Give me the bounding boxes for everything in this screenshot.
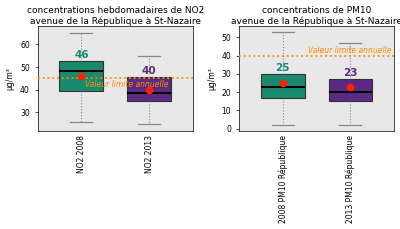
Text: Valeur limite annuelle: Valeur limite annuelle: [85, 80, 168, 89]
Title: concentrations hebdomadaires de NO2
avenue de la République à St-Nazaire: concentrations hebdomadaires de NO2 aven…: [27, 5, 204, 26]
Text: 46: 46: [74, 50, 89, 60]
PathPatch shape: [328, 79, 372, 101]
Y-axis label: µg/m³: µg/m³: [207, 67, 216, 90]
PathPatch shape: [60, 61, 104, 91]
Text: 25: 25: [276, 63, 290, 73]
Text: Valeur limite annuelle: Valeur limite annuelle: [308, 46, 391, 55]
Y-axis label: µg/m³: µg/m³: [6, 67, 14, 90]
Text: 23: 23: [343, 68, 358, 79]
Text: 40: 40: [142, 65, 156, 76]
PathPatch shape: [261, 74, 305, 98]
Title: concentrations de PM10
avenue de la République à St-Nazaire: concentrations de PM10 avenue de la Répu…: [231, 5, 400, 26]
PathPatch shape: [127, 77, 171, 101]
